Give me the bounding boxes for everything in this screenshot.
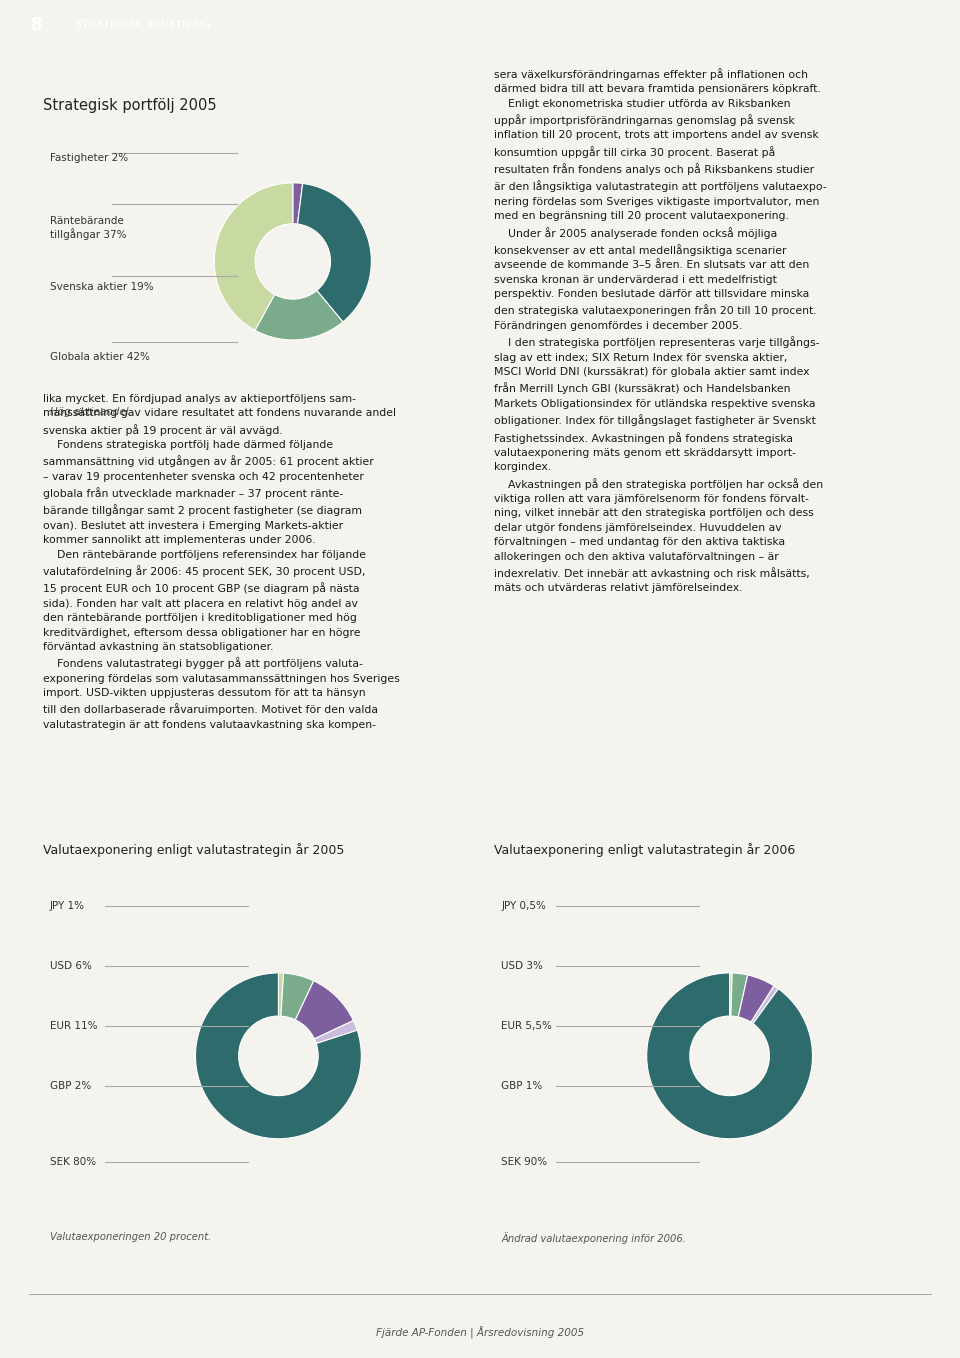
Wedge shape — [296, 980, 353, 1039]
Text: Ändrad valutaexponering inför 2006.: Ändrad valutaexponering inför 2006. — [501, 1232, 686, 1244]
Text: Valutaexponering enligt valutastrategin år 2005: Valutaexponering enligt valutastrategin … — [43, 843, 345, 857]
Text: Strategisk portfölj 2005: Strategisk portfölj 2005 — [43, 98, 217, 113]
Text: JPY 0,5%: JPY 0,5% — [501, 900, 546, 911]
Text: Valutaexponering enligt valutastrategin år 2006: Valutaexponering enligt valutastrategin … — [494, 843, 796, 857]
Wedge shape — [298, 183, 372, 322]
Wedge shape — [738, 975, 774, 1023]
Text: 8: 8 — [31, 16, 42, 34]
Text: Valutaexponeringen 20 procent.: Valutaexponeringen 20 procent. — [50, 1232, 211, 1243]
Text: GBP 2%: GBP 2% — [50, 1081, 91, 1090]
Text: lika mycket. En fördjupad analys av aktieportföljens sam-
manssättning gav vidar: lika mycket. En fördjupad analys av akti… — [43, 394, 400, 729]
Text: Hög aktieandel.: Hög aktieandel. — [50, 407, 132, 417]
Text: GBP 1%: GBP 1% — [501, 1081, 542, 1090]
Text: Globala aktier 42%: Globala aktier 42% — [50, 352, 150, 361]
Wedge shape — [214, 183, 293, 330]
Text: Fjärde AP-Fonden | Årsredovisning 2005: Fjärde AP-Fonden | Årsredovisning 2005 — [376, 1327, 584, 1339]
Text: Svenska aktier 19%: Svenska aktier 19% — [50, 281, 154, 292]
Wedge shape — [278, 972, 283, 1016]
Text: EUR 11%: EUR 11% — [50, 1021, 98, 1031]
Text: Fastigheter 2%: Fastigheter 2% — [50, 153, 129, 163]
Wedge shape — [730, 972, 732, 1016]
Text: EUR 5,5%: EUR 5,5% — [501, 1021, 552, 1031]
Wedge shape — [255, 291, 343, 340]
Wedge shape — [751, 986, 779, 1024]
Text: Räntebärande
tillgångar 37%: Räntebärande tillgångar 37% — [50, 216, 127, 240]
Text: SEK 80%: SEK 80% — [50, 1157, 96, 1167]
Text: JPY 1%: JPY 1% — [50, 900, 85, 911]
Text: SEK 90%: SEK 90% — [501, 1157, 547, 1167]
Text: USD 3%: USD 3% — [501, 961, 543, 971]
Wedge shape — [293, 183, 302, 224]
Text: USD 6%: USD 6% — [50, 961, 92, 971]
Text: STRATEGISK INRIKTNING: STRATEGISK INRIKTNING — [75, 20, 210, 30]
Wedge shape — [281, 974, 314, 1020]
Wedge shape — [315, 1021, 357, 1043]
Wedge shape — [731, 972, 748, 1017]
Wedge shape — [196, 972, 361, 1139]
Text: sera växelkursförändringarnas effekter på inflationen och
därmed bidra till att : sera växelkursförändringarnas effekter p… — [494, 68, 828, 593]
Wedge shape — [647, 972, 812, 1139]
